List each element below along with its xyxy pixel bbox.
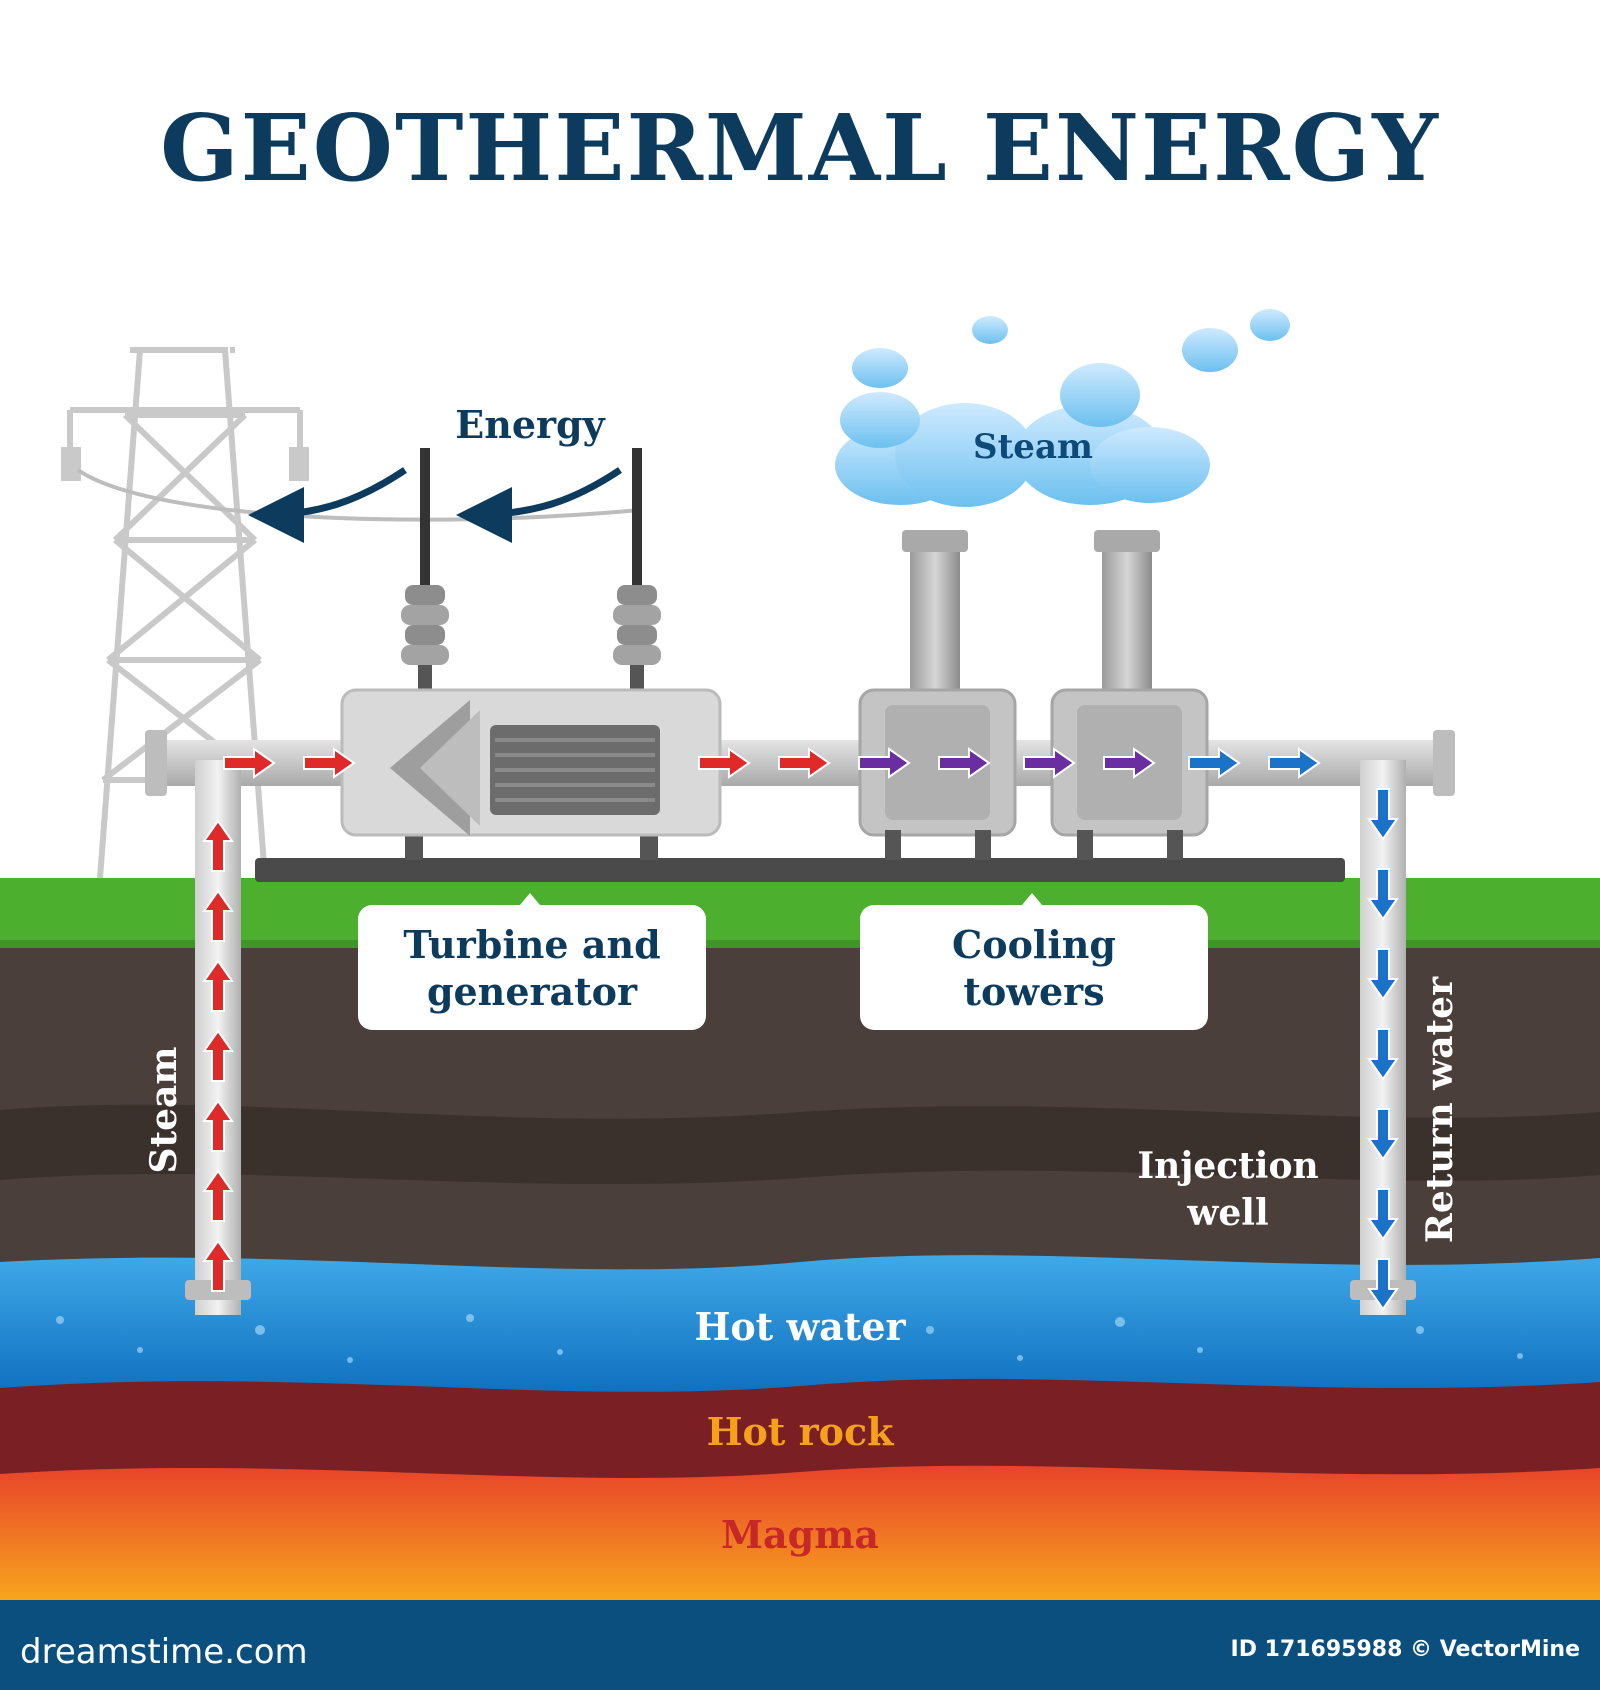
magma-layer [0, 1465, 1600, 1600]
injection-well-label-line1: Injection [1137, 1145, 1318, 1187]
flow-arrow-icon [698, 747, 751, 779]
footer-credit: ID 171695988 © VectorMine [1231, 1637, 1580, 1662]
flow-arrow-icon [303, 747, 356, 779]
flow-arrow-icon [223, 747, 276, 779]
steam-cloud-icon [835, 309, 1290, 507]
flow-arrows [202, 747, 1399, 1311]
cooling-tower-icon [1050, 530, 1209, 860]
flow-arrow-icon [1367, 1258, 1399, 1311]
return-water-label: Return water [1419, 976, 1461, 1243]
water-bubbles [56, 1314, 1523, 1363]
turbine-label-line2: generator [427, 969, 638, 1014]
cooling-label-line1: Cooling [952, 922, 1116, 967]
flow-arrow-icon [1367, 1028, 1399, 1081]
page-title: GEOTHERMAL ENERGY [160, 94, 1440, 202]
hot-rock-label: Hot rock [707, 1409, 895, 1454]
insulator-icon [401, 448, 449, 690]
magma-label: Magma [721, 1512, 879, 1557]
flow-arrow-icon [202, 1099, 234, 1152]
transmission-tower-icon [61, 347, 641, 879]
flow-arrow-icon [202, 1239, 234, 1292]
footer-bar [0, 1600, 1600, 1690]
steam-pipe-label: Steam [143, 1047, 185, 1174]
flow-arrow-icon [1367, 1108, 1399, 1161]
power-line-arrow-icon [248, 467, 407, 543]
insulator-icon [613, 448, 661, 690]
flow-arrow-icon [1023, 747, 1076, 779]
flow-arrow-icon [1367, 868, 1399, 921]
cooling-label-line2: towers [963, 969, 1104, 1014]
flow-arrow-icon [202, 1029, 234, 1082]
energy-arrows [248, 467, 622, 543]
flow-arrow-icon [1367, 1188, 1399, 1241]
cooling-tower-icon [858, 530, 1017, 860]
flow-arrow-icon [778, 747, 831, 779]
steam-cloud-label: Steam [973, 427, 1093, 467]
injection-well-label-line2: well [1186, 1192, 1268, 1234]
turbine-generator-icon [340, 688, 722, 860]
flow-arrow-icon [202, 959, 234, 1012]
footer-site: dreamstime.com [20, 1632, 308, 1672]
hot-rock-layer [0, 1378, 1600, 1483]
flow-arrow-icon [1268, 747, 1321, 779]
flow-arrow-icon [1367, 788, 1399, 841]
cooling-label-box: Cooling towers [860, 893, 1208, 1030]
turbine-label-line1: Turbine and [403, 922, 660, 967]
flow-arrow-icon [202, 1169, 234, 1222]
platform [255, 858, 1345, 882]
flow-arrow-icon [1367, 948, 1399, 1001]
flow-arrow-icon [858, 747, 911, 779]
flow-arrow-icon [202, 819, 234, 872]
energy-label: Energy [455, 402, 605, 447]
flow-arrow-icon [1103, 747, 1156, 779]
dark-soil-band [0, 1104, 1600, 1185]
turbine-label-box: Turbine and generator [358, 893, 706, 1030]
hot-water-label: Hot water [694, 1304, 906, 1349]
flow-arrow-icon [938, 747, 991, 779]
hot-water-layer [0, 1255, 1600, 1396]
power-line-arrow-icon [456, 467, 622, 543]
flow-arrow-icon [202, 889, 234, 942]
grass-layer [0, 878, 1600, 948]
flow-arrow-icon [1188, 747, 1241, 779]
